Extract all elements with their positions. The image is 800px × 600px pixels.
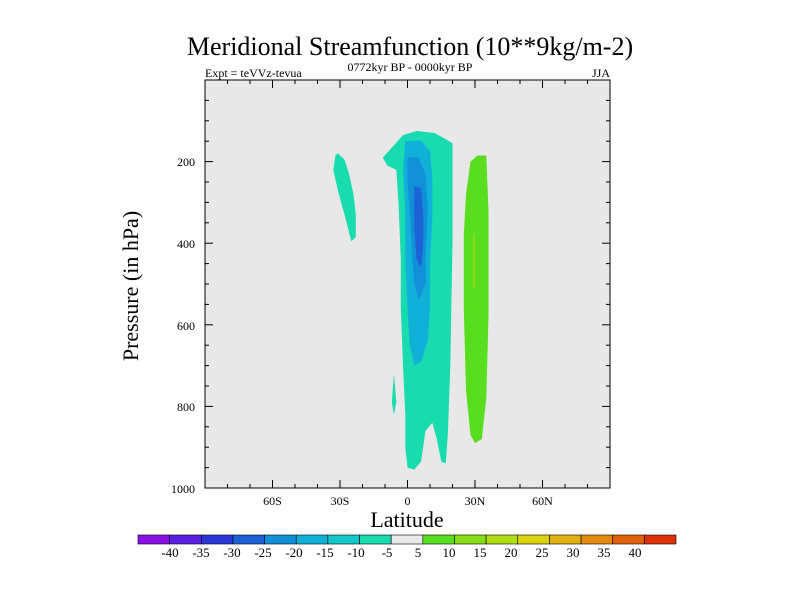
colorbar-swatch bbox=[327, 534, 360, 545]
colorbar-label: -40 bbox=[161, 545, 178, 560]
y-tick-label: 800 bbox=[177, 400, 195, 414]
contour-region bbox=[463, 155, 489, 444]
axis-ticks bbox=[204, 80, 611, 489]
contour-regions bbox=[333, 131, 489, 470]
colorbar-label: 35 bbox=[598, 545, 611, 560]
season-label: JJA bbox=[592, 66, 610, 80]
colorbar-swatch bbox=[485, 534, 519, 545]
colorbar-swatch bbox=[200, 534, 234, 545]
colorbar-swatch bbox=[454, 534, 487, 545]
colorbar-label: 30 bbox=[567, 545, 580, 560]
colorbar bbox=[137, 534, 677, 545]
colorbar-swatch bbox=[422, 534, 455, 545]
chart-title: Meridional Streamfunction (10**9kg/m-2) bbox=[187, 32, 633, 61]
colorbar-labels: -40 -35 -30 -25 -20 -15 -10 -5 5 10 15 2… bbox=[161, 545, 641, 560]
colorbar-label: 25 bbox=[536, 545, 549, 560]
colorbar-swatch bbox=[612, 534, 645, 545]
y-tick-labels: 200 400 600 800 1000 bbox=[171, 155, 195, 496]
colorbar-label: -30 bbox=[223, 545, 240, 560]
x-tick-label: 60S bbox=[263, 494, 282, 508]
x-tick-label: 60N bbox=[532, 494, 553, 508]
period-label: 0772kyr BP - 0000kyr BP bbox=[348, 60, 473, 74]
x-tick-labels: 60S 30S 0 30N 60N bbox=[263, 494, 553, 508]
colorbar-label: -20 bbox=[285, 545, 302, 560]
contour-region bbox=[472, 231, 475, 289]
colorbar-swatch bbox=[644, 534, 677, 545]
x-tick-label: 30N bbox=[465, 494, 486, 508]
colorbar-swatch bbox=[137, 534, 170, 545]
colorbar-label: -15 bbox=[316, 545, 333, 560]
colorbar-swatch bbox=[169, 534, 202, 545]
y-tick-label: 200 bbox=[177, 155, 195, 169]
colorbar-label: 5 bbox=[415, 545, 422, 560]
y-tick-label: 600 bbox=[177, 319, 195, 333]
x-tick-label: 0 bbox=[405, 494, 411, 508]
y-tick-label: 1000 bbox=[171, 482, 195, 496]
colorbar-label: 20 bbox=[505, 545, 518, 560]
colorbar-swatch bbox=[580, 534, 614, 545]
contour-region bbox=[391, 373, 397, 415]
colorbar-label: 10 bbox=[443, 545, 456, 560]
colorbar-swatch bbox=[549, 534, 582, 545]
colorbar-swatch bbox=[390, 534, 424, 545]
colorbar-label: -35 bbox=[192, 545, 209, 560]
colorbar-swatch bbox=[517, 534, 550, 545]
colorbar-label: 15 bbox=[474, 545, 487, 560]
colorbar-swatch bbox=[359, 534, 392, 545]
colorbar-label: -5 bbox=[382, 545, 393, 560]
colorbar-label: -10 bbox=[347, 545, 364, 560]
x-tick-label: 30S bbox=[331, 494, 350, 508]
y-tick-label: 400 bbox=[177, 237, 195, 251]
contour-region bbox=[414, 186, 424, 268]
colorbar-swatch bbox=[295, 534, 329, 545]
colorbar-label: 40 bbox=[629, 545, 642, 560]
y-axis-label: Pressure (in hPa) bbox=[118, 211, 143, 361]
colorbar-swatch bbox=[264, 534, 297, 545]
colorbar-label: -25 bbox=[254, 545, 271, 560]
colorbar-swatch bbox=[232, 534, 265, 545]
experiment-label: Expt = teVVz-tevua bbox=[205, 66, 302, 80]
x-axis-label: Latitude bbox=[370, 507, 443, 532]
contour-region bbox=[333, 153, 356, 242]
